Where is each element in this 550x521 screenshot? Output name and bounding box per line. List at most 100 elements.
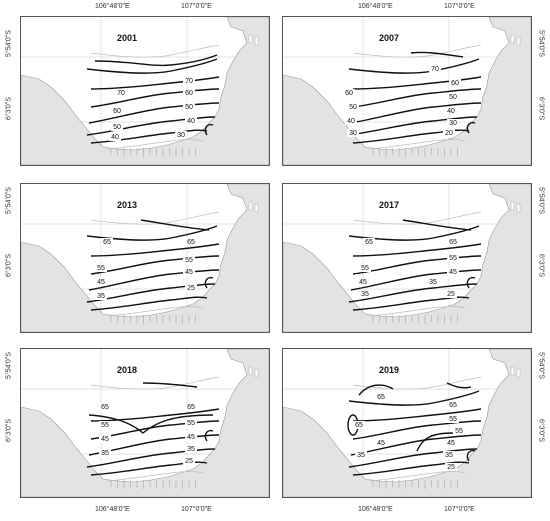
contour-label: 55: [449, 416, 457, 423]
contour-line: [90, 461, 208, 476]
contour-label-bg: [443, 451, 455, 459]
contour-line: [90, 88, 220, 108]
contour-line: [88, 414, 214, 434]
contour-line: [90, 76, 220, 90]
contour-label: 60: [185, 90, 193, 97]
contour-label-bg: [185, 238, 197, 246]
contour-line-faint: [352, 211, 482, 225]
contour-label-bg: [445, 290, 457, 298]
contour-label: 35: [101, 450, 109, 457]
contour-label: 45: [101, 436, 109, 443]
contour-line: [350, 102, 482, 124]
contour-line: [348, 58, 480, 74]
contour-label-bg: [447, 93, 459, 101]
contour-label: 40: [187, 118, 195, 125]
lat-label-left-row1-a: 5°54'0"S: [5, 30, 13, 57]
contour-line: [90, 255, 220, 275]
contour-label-bg: [355, 451, 367, 459]
land-area: [21, 184, 269, 332]
lat-label-right-row2-b: 6°3'0"S: [537, 254, 545, 277]
contour-line: [352, 243, 482, 257]
contour-label-bg: [99, 403, 111, 411]
lat-label-right-row3-a: 5°54'0"S: [537, 352, 545, 379]
contour-label-bg: [447, 119, 459, 127]
island: [510, 34, 515, 44]
contour-label: 55: [361, 265, 369, 272]
contour-label-bg: [343, 89, 355, 97]
panel-year-title: 2017: [379, 200, 400, 210]
contour-line: [352, 76, 482, 90]
contour-label: 45: [377, 440, 385, 447]
contour-label: 65: [449, 239, 457, 246]
panel-year-title: 2001: [117, 33, 138, 43]
contour-label: 50: [185, 104, 193, 111]
contour-label: 35: [429, 279, 437, 286]
contour-label: 35: [361, 291, 369, 298]
island: [248, 366, 253, 376]
lon-label-bottom-left-1: 106°48'0"E: [95, 506, 130, 513]
contour-label: 50: [449, 94, 457, 101]
contour-label: 50: [349, 104, 357, 111]
lat-label-left-row2-b: 6°3'0"S: [5, 254, 13, 277]
panel-year-title: 2019: [379, 365, 400, 375]
contour-label: 25: [447, 291, 455, 298]
contour-line: [466, 276, 476, 289]
contour-label-bg: [427, 278, 439, 286]
contour-label-bg: [185, 419, 197, 427]
contour-line-faint: [368, 139, 466, 150]
contour-line: [446, 382, 472, 389]
lat-label-right-row1-b: 6°3'0"S: [537, 97, 545, 120]
contour-line-faint: [106, 471, 204, 482]
map-svg: 65 65 55 55 45 45 35 25: [21, 184, 269, 332]
contour-line: [348, 283, 478, 303]
map-panel: 65 65 55 55 45 45 35 25 2013: [20, 183, 270, 333]
contour-line-faint: [368, 306, 466, 317]
contour-line: [140, 219, 210, 231]
contour-line-faint: [90, 44, 220, 58]
contour-line: [204, 276, 214, 289]
contour-label: 45: [97, 279, 105, 286]
contour-line: [352, 255, 482, 275]
contour-label: 25: [185, 458, 193, 465]
contour-label: 30: [449, 120, 457, 127]
contour-label-bg: [185, 117, 197, 125]
contour-label: 70: [431, 66, 439, 73]
contour-label-bg: [115, 89, 127, 97]
contour-label: 60: [113, 108, 121, 115]
contour-line: [402, 219, 472, 231]
contour-line-faint: [368, 471, 466, 482]
lon-label-top-right-1: 106°48'0"E: [358, 3, 393, 10]
contour-label-bg: [353, 421, 365, 429]
contour-line-faint: [106, 139, 204, 150]
contour-label-bg: [95, 278, 107, 286]
land-area: [21, 17, 269, 165]
contour-label: 35: [357, 452, 365, 459]
contour-line: [348, 116, 478, 136]
contour-line: [352, 461, 470, 476]
lon-label-bottom-right-1: 106°48'0"E: [358, 506, 393, 513]
island: [516, 203, 521, 213]
panel-year-title: 2013: [117, 200, 138, 210]
contour-label-bg: [429, 65, 441, 73]
contour-label-bg: [95, 264, 107, 272]
contour-label-bg: [185, 403, 197, 411]
lat-label-left-row3-a: 5°54'0"S: [5, 352, 13, 379]
lon-label-bottom-left-2: 107°0'0"E: [181, 506, 212, 513]
contour-label-bg: [99, 421, 111, 429]
island: [516, 36, 521, 46]
contour-label-bg: [183, 77, 195, 85]
contour-label-bg: [363, 238, 375, 246]
contour-label-bg: [183, 103, 195, 111]
contour-label: 65: [355, 422, 363, 429]
lat-label-right-row3-b: 6°3'0"S: [537, 419, 545, 442]
island: [510, 201, 515, 211]
contour-line: [466, 121, 476, 134]
contour-line: [352, 408, 482, 422]
contour-label: 65: [101, 404, 109, 411]
contour-label: 40: [447, 108, 455, 115]
contour-label-bg: [359, 290, 371, 298]
contour-line-faint: [352, 376, 482, 390]
contour-line: [86, 58, 218, 74]
map-panel: 65 65 55 55 45 45 35 35 25 2018: [20, 348, 270, 498]
